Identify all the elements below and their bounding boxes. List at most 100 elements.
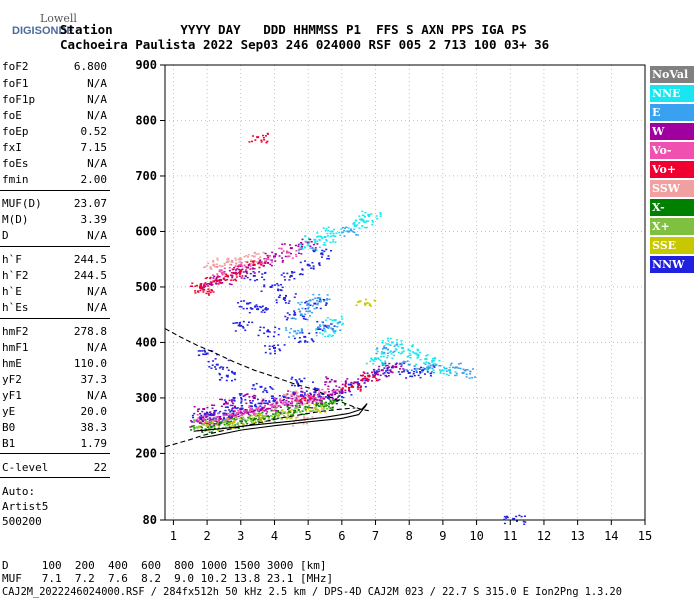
data-speckle <box>323 404 326 407</box>
data-speckle <box>301 238 304 241</box>
data-speckle <box>377 358 380 360</box>
data-speckle <box>373 376 376 378</box>
data-speckle <box>244 394 247 396</box>
data-speckle <box>260 264 263 266</box>
data-speckle <box>378 370 381 372</box>
data-speckle <box>226 412 229 415</box>
data-speckle <box>248 405 251 407</box>
data-speckle <box>290 328 293 330</box>
data-speckle <box>291 413 294 416</box>
data-point-nne <box>374 358 378 361</box>
data-speckle <box>251 260 254 262</box>
data-speckle <box>240 306 243 308</box>
data-speckle <box>246 324 249 326</box>
data-speckle <box>208 413 211 416</box>
data-speckle <box>249 262 252 264</box>
data-speckle <box>209 276 212 279</box>
data-speckle <box>275 404 278 406</box>
data-speckle <box>457 367 460 369</box>
data-speckle <box>205 420 208 422</box>
data-speckle <box>298 406 301 408</box>
param-value: N/A <box>87 229 107 242</box>
data-speckle <box>381 364 384 366</box>
param-value: N/A <box>87 109 107 122</box>
data-speckle <box>310 241 313 243</box>
data-speckle <box>301 273 304 276</box>
data-speckle <box>209 411 212 413</box>
data-speckle <box>337 395 340 398</box>
data-speckle <box>208 424 211 426</box>
data-speckle <box>209 421 212 424</box>
data-speckle <box>402 350 405 352</box>
data-speckle <box>210 431 213 433</box>
data-point-nnw <box>283 297 287 300</box>
data-speckle <box>231 422 234 424</box>
data-speckle <box>283 243 286 245</box>
data-speckle <box>216 353 219 356</box>
data-point-nnw <box>232 396 236 399</box>
data-speckle <box>202 353 205 355</box>
data-speckle <box>246 266 249 269</box>
data-speckle <box>232 427 235 429</box>
data-speckle <box>321 333 324 335</box>
data-speckle <box>449 372 452 374</box>
data-speckle <box>328 298 331 301</box>
data-speckle <box>210 426 213 429</box>
data-speckle <box>315 327 318 330</box>
data-speckle <box>300 398 303 401</box>
data-speckle <box>191 282 194 285</box>
data-speckle <box>243 256 246 258</box>
data-speckle <box>298 340 301 343</box>
data-speckle <box>401 371 404 373</box>
data-speckle <box>243 277 246 280</box>
x-tick-label: 10 <box>469 529 483 543</box>
data-speckle <box>293 311 296 314</box>
data-speckle <box>248 410 251 413</box>
data-speckle <box>295 250 298 252</box>
data-speckle <box>227 257 230 260</box>
data-speckle <box>233 418 236 420</box>
data-speckle <box>231 413 234 416</box>
data-speckle <box>341 231 344 234</box>
data-speckle <box>227 359 230 362</box>
data-speckle <box>429 375 432 377</box>
logo-text-lowell: Lowell <box>40 12 77 25</box>
data-speckle <box>222 271 225 273</box>
data-speckle <box>340 228 343 230</box>
data-speckle <box>191 414 194 417</box>
data-speckle <box>333 325 336 327</box>
param-separator <box>0 453 110 454</box>
data-speckle <box>200 429 203 431</box>
data-speckle <box>312 293 315 296</box>
data-speckle <box>222 277 225 279</box>
data-speckle <box>432 371 435 374</box>
data-speckle <box>401 362 404 364</box>
data-speckle <box>296 400 299 402</box>
data-speckle <box>251 268 254 270</box>
data-speckle <box>455 374 458 377</box>
data-speckle <box>353 221 356 224</box>
data-speckle <box>372 363 375 365</box>
data-speckle <box>416 349 419 351</box>
data-speckle <box>284 302 287 304</box>
data-speckle <box>278 328 281 330</box>
data-speckle <box>245 307 248 310</box>
data-speckle <box>296 395 299 397</box>
logo-text-digisonde: DIGISONDE <box>12 25 74 37</box>
data-speckle <box>317 328 320 330</box>
data-speckle <box>211 364 214 366</box>
data-speckle <box>340 396 343 398</box>
param-name: hmE <box>2 357 22 370</box>
data-speckle <box>280 252 283 254</box>
data-speckle <box>246 276 249 279</box>
data-speckle <box>228 418 231 421</box>
param-name: h`F <box>2 253 22 266</box>
data-speckle <box>282 399 285 402</box>
data-speckle <box>290 384 293 387</box>
data-speckle <box>195 426 198 428</box>
data-speckle <box>237 268 240 271</box>
data-speckle <box>261 276 264 278</box>
data-speckle <box>289 404 292 407</box>
data-speckle <box>298 336 301 339</box>
data-speckle <box>358 301 361 303</box>
